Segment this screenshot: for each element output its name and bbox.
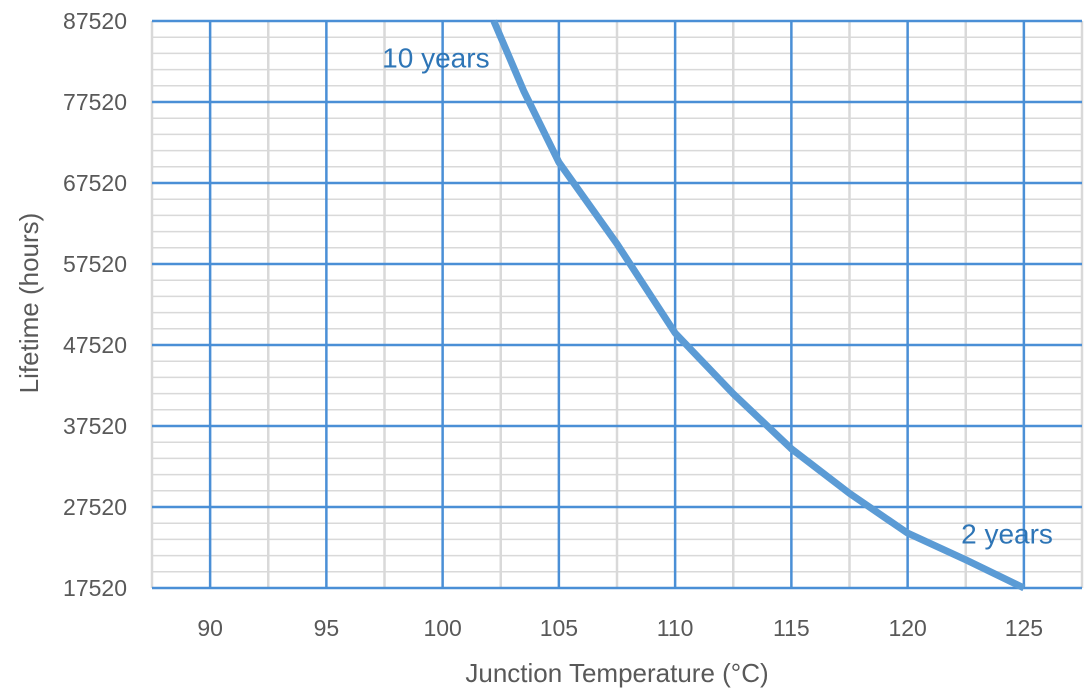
annotation-label: 2 years	[961, 519, 1053, 550]
y-tick-label: 57520	[63, 251, 127, 277]
x-tick-label: 110	[657, 615, 694, 641]
x-tick-label: 95	[314, 615, 340, 641]
y-tick-label: 87520	[63, 8, 127, 34]
y-tick-label: 27520	[63, 494, 127, 520]
x-tick-label: 105	[540, 615, 578, 641]
y-axis-title: Lifetime (hours)	[14, 213, 44, 394]
x-tick-label: 125	[1005, 615, 1043, 641]
y-tick-label: 47520	[63, 332, 127, 358]
series-layer	[490, 19, 1026, 592]
tick-labels: 17520 27520 37520 47520 57520 67520 77520 87520…	[63, 8, 1043, 641]
x-tick-label: 90	[197, 615, 223, 641]
y-tick-label: 37520	[63, 413, 127, 439]
y-tick-label: 77520	[63, 89, 127, 115]
x-axis-title: Junction Temperature (°C)	[465, 658, 768, 688]
series-line	[490, 19, 1026, 592]
y-tick-label: 17520	[63, 575, 127, 601]
minor-grid	[150, 21, 1084, 589]
major-grid	[152, 19, 1082, 590]
x-tick-label: 100	[423, 615, 461, 641]
x-tick-label: 120	[888, 615, 926, 641]
annotations: 10 years 2 years	[382, 42, 1053, 549]
annotation-label: 10 years	[382, 42, 489, 73]
y-tick-label: 67520	[63, 170, 127, 196]
x-tick-label: 115	[773, 615, 810, 641]
